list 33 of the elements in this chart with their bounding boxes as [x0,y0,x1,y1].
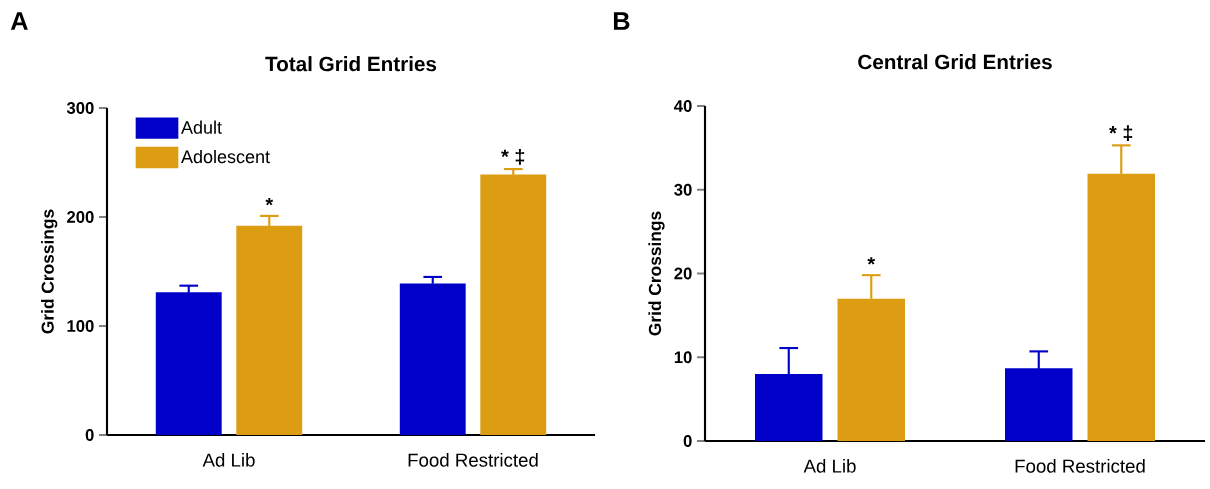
y-tick-label: 40 [674,100,692,112]
y-axis-title: Grid Crossings [648,211,665,336]
bar [1087,173,1156,441]
y-tick-label: 20 [674,267,692,280]
annotation: * ‡ [1109,125,1133,142]
text: A [10,12,28,30]
y-tick-label: 0 [85,429,94,441]
annotation: * ‡ [501,148,525,165]
x-tick-label: Food Restricted [1015,459,1145,473]
y-tick-label: 300 [66,102,94,114]
legend-label: Adult [181,120,222,134]
bar [837,298,906,441]
annotation: * [265,197,274,206]
y-tick-label: 10 [674,351,692,364]
legend-label: Adolescent [181,149,270,164]
annotation: * [867,257,876,265]
x-tick-label: Ad Lib [803,459,856,473]
bar [755,374,823,441]
chart-title: Total Grid Entries [265,56,437,72]
bar [399,283,466,435]
y-tick-label: 30 [674,183,692,196]
y-tick-label: 200 [67,211,94,223]
y-tick-label: 100 [67,320,94,332]
text: B [613,12,630,30]
y-tick-label: 0 [683,435,692,447]
x-tick-label: Food Restricted [408,453,538,467]
x-tick-label: Ad Lib [202,453,255,467]
bar [155,292,222,435]
bar [480,174,547,435]
chart-title: Central Grid Entries [858,54,1052,70]
bar [236,225,303,435]
bar [1005,368,1073,441]
y-axis-title: Grid Crossings [41,209,58,334]
